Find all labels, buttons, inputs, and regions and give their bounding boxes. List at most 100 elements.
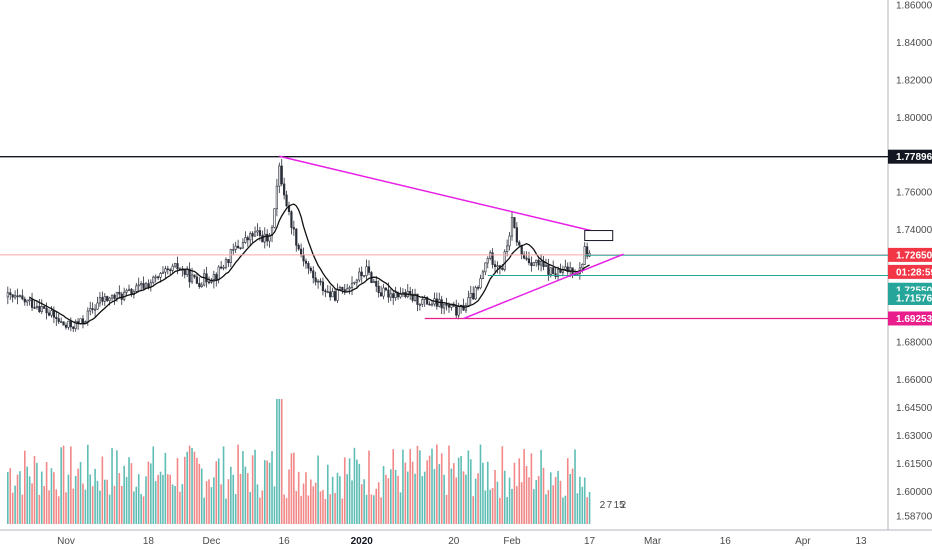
last-price-tag-bg [888, 247, 932, 262]
candle-body [392, 293, 395, 298]
candle-body [101, 297, 104, 302]
volume-bar [542, 467, 545, 524]
volume-bar [438, 464, 441, 524]
candle-body [190, 274, 194, 283]
candle-body [367, 266, 371, 273]
volume-bar [356, 459, 358, 524]
price-axis-tick: 1.86000 [896, 1, 932, 12]
volume-bar [220, 484, 222, 524]
candle-body [26, 299, 29, 303]
volume-bar [227, 479, 230, 524]
volume-bar [36, 462, 38, 524]
volume-bar [503, 470, 506, 524]
candle-body [447, 305, 451, 308]
volume-bar [19, 471, 21, 524]
volume-bar [373, 495, 375, 524]
volume-bar [268, 462, 271, 524]
candle-body [285, 194, 288, 207]
volume-bar [118, 473, 121, 524]
volume-bar [370, 494, 373, 524]
volume-bar [421, 476, 424, 524]
candle-body [40, 306, 43, 312]
candle-body [513, 217, 516, 228]
volume-bar [549, 472, 552, 524]
candle-body [503, 251, 506, 270]
candle-body [6, 292, 9, 298]
volume-bar [431, 448, 433, 524]
price-axis-tick: 1.76000 [896, 188, 932, 199]
candle-body [263, 233, 266, 243]
volume-bar [513, 462, 516, 524]
volume-bar [574, 449, 576, 524]
volume-bar [53, 472, 55, 524]
candle-body [365, 266, 368, 276]
volume-bar [94, 468, 96, 524]
volume-bar [72, 488, 75, 524]
candle-body [510, 217, 514, 237]
volume-bar [445, 494, 448, 524]
volume-bar [87, 444, 89, 524]
volume-bar [183, 456, 186, 524]
volume-bar [120, 486, 123, 524]
volume-bar [225, 498, 227, 524]
volume-bar [377, 482, 380, 524]
candle-body [11, 294, 14, 298]
volume-bar [193, 451, 196, 524]
candle-body [501, 267, 504, 270]
volume-bar [317, 455, 319, 524]
candle-body [481, 271, 485, 279]
candle-body [45, 308, 48, 314]
candle-body [246, 237, 249, 241]
candle-body [55, 316, 58, 319]
candle-body [198, 283, 201, 287]
candle-body [469, 292, 472, 298]
candle-body [292, 227, 295, 230]
volume-bar [145, 476, 147, 524]
volume-bar [399, 492, 402, 524]
candle-body [232, 249, 235, 251]
candle-body [57, 318, 60, 323]
volume-bar [7, 472, 9, 524]
volume-bar [55, 489, 58, 524]
volume-bar [276, 399, 278, 524]
candle-body [203, 273, 206, 286]
volume-bar [103, 479, 106, 524]
volume-bar [9, 468, 12, 524]
volume-bar [351, 480, 353, 524]
candle-body [544, 264, 548, 267]
volume-bar [106, 479, 109, 524]
candle-body [127, 288, 131, 291]
candle-body [60, 321, 63, 324]
candle-body [79, 318, 82, 324]
volume-bar [70, 446, 72, 524]
volume-bar [283, 494, 285, 524]
volume-bar [133, 491, 135, 524]
volume-bar [465, 474, 467, 524]
candle-body [307, 263, 310, 269]
volume-bar [479, 444, 482, 524]
volume-bar [382, 465, 385, 524]
candle-body [358, 271, 361, 281]
candle-body [28, 299, 31, 302]
volume-bar [523, 449, 525, 524]
volume-bar [586, 497, 588, 524]
time-axis-tick: 2020 [351, 536, 374, 547]
volume-bar [416, 445, 419, 524]
candle-body [93, 308, 97, 311]
candle-body [569, 267, 572, 272]
volume-bar [525, 466, 528, 524]
candle-body [464, 305, 468, 311]
candle-body [176, 263, 179, 270]
candle-body [333, 291, 337, 301]
volume-bar [43, 486, 45, 524]
candle-body [290, 211, 293, 228]
volume-bar [409, 449, 411, 524]
teal-price-tag: 1.72550 [896, 285, 932, 296]
volume-bar [460, 455, 462, 524]
candle-body [418, 303, 421, 306]
volume-bar [174, 485, 176, 524]
candle-body [256, 230, 259, 233]
candle-body [236, 245, 240, 249]
candle-body [72, 326, 75, 329]
